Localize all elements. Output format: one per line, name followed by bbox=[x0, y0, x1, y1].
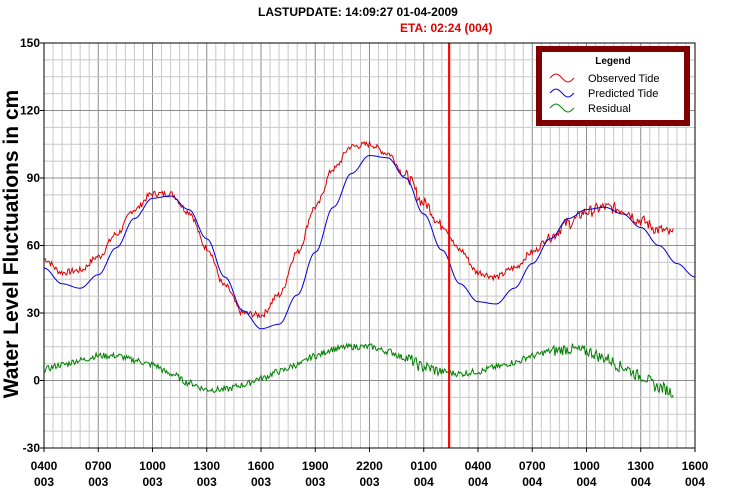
x-tick-label-time: 1600 bbox=[682, 459, 709, 473]
x-tick-label-time: 0400 bbox=[465, 459, 492, 473]
series-line-predicted-tide bbox=[43, 154, 696, 330]
x-tick-label-day: 003 bbox=[88, 475, 108, 489]
x-tick-label-day: 003 bbox=[359, 475, 379, 489]
x-tick-label-day: 004 bbox=[576, 475, 596, 489]
x-tick-label-time: 0700 bbox=[519, 459, 546, 473]
x-tick-label-day: 004 bbox=[468, 475, 488, 489]
x-tick-label-day: 003 bbox=[251, 475, 271, 489]
legend-label: Residual bbox=[588, 103, 631, 115]
legend-label: Observed Tide bbox=[588, 73, 660, 85]
eta-label: ETA: 02:24 (004) bbox=[400, 21, 493, 35]
x-tick-label-time: 1900 bbox=[302, 459, 329, 473]
y-tick-label: 150 bbox=[20, 36, 40, 50]
series-line-residual bbox=[43, 342, 674, 398]
series-line-observed-tide bbox=[43, 139, 674, 319]
x-tick-label-day: 004 bbox=[414, 475, 434, 489]
legend-swatch bbox=[549, 73, 575, 83]
x-tick-label-day: 003 bbox=[34, 475, 54, 489]
legend-label: Predicted Tide bbox=[588, 88, 658, 100]
legend-swatch bbox=[549, 103, 575, 113]
chart-series bbox=[43, 139, 696, 398]
chart-axes: -30 0 30 60 90 120 150 0400 003 0700 003 1000 003 130… bbox=[20, 36, 709, 489]
x-tick-label-time: 1000 bbox=[573, 459, 600, 473]
y-tick-label: 120 bbox=[20, 104, 40, 118]
x-tick-label-time: 1300 bbox=[193, 459, 220, 473]
y-tick-label: 30 bbox=[27, 306, 41, 320]
y-tick-label: 60 bbox=[27, 239, 41, 253]
y-tick-label: 0 bbox=[33, 374, 40, 388]
x-tick-label-day: 004 bbox=[522, 475, 542, 489]
x-tick-label-time: 1300 bbox=[627, 459, 654, 473]
legend-box bbox=[542, 52, 684, 120]
x-tick-label-time: 1600 bbox=[248, 459, 275, 473]
y-tick-label: 90 bbox=[27, 171, 41, 185]
legend-title: Legend bbox=[595, 56, 631, 67]
x-tick-label-time: 0100 bbox=[410, 459, 437, 473]
x-tick-label-time: 1000 bbox=[139, 459, 166, 473]
x-tick-label-day: 004 bbox=[631, 475, 651, 489]
y-tick-label: -30 bbox=[23, 441, 41, 455]
x-tick-label-day: 003 bbox=[305, 475, 325, 489]
last-update-label: LASTUPDATE: 14:09:27 01-04-2009 bbox=[258, 5, 458, 19]
x-tick-label-day: 003 bbox=[197, 475, 217, 489]
x-tick-label-time: 2200 bbox=[356, 459, 383, 473]
chart-legend: Legend Observed Tide Predicted Tide Residua… bbox=[536, 46, 690, 126]
x-tick-label-day: 003 bbox=[142, 475, 162, 489]
legend-swatch bbox=[549, 88, 575, 98]
x-tick-label-time: 0700 bbox=[85, 459, 112, 473]
x-tick-label-day: 004 bbox=[685, 475, 705, 489]
x-tick-label-time: 0400 bbox=[31, 459, 58, 473]
